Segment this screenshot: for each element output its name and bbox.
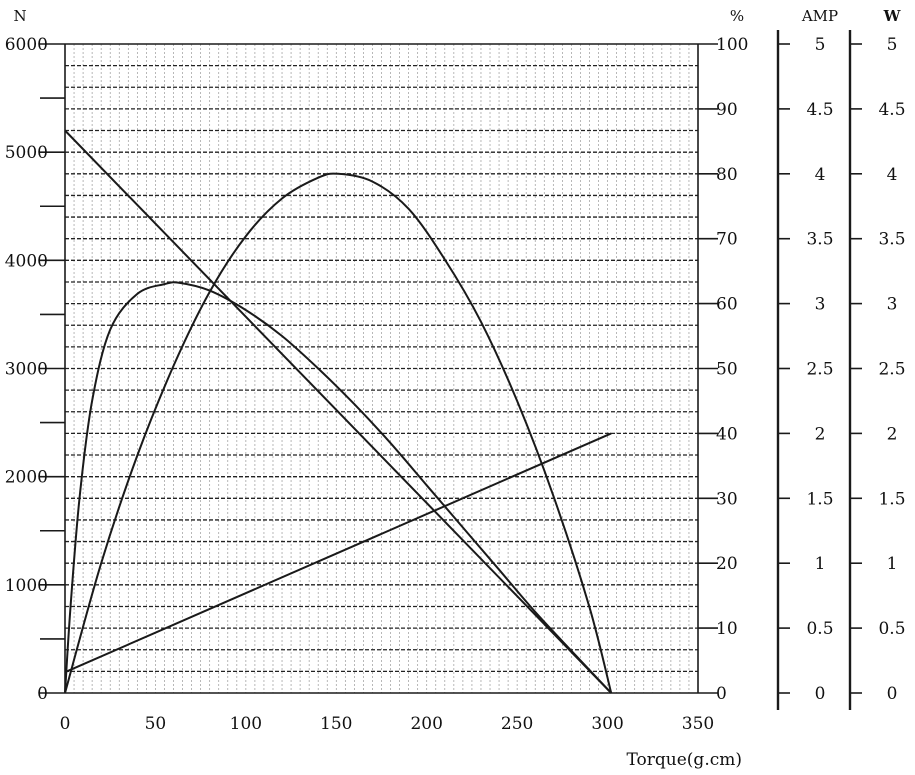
grid <box>65 44 698 693</box>
current-tick-label: 0.5 <box>806 619 833 639</box>
power-tick-label: 3.5 <box>878 230 905 250</box>
efficiency-tick-label: 80 <box>716 165 738 185</box>
efficiency-tick-label: 50 <box>716 360 738 380</box>
power-curve <box>64 172 613 694</box>
current-tick-label: 3.5 <box>806 230 833 250</box>
efficiency-tick-label: 10 <box>716 619 738 639</box>
x-tick-label: 50 <box>145 714 167 734</box>
speed-tick-label: 5000 <box>5 143 48 163</box>
current-tick-label: 2 <box>815 424 826 444</box>
x-tick-label: 100 <box>230 714 262 734</box>
power-tick-label: 0 <box>887 684 898 704</box>
x-tick-label: 0 <box>60 714 71 734</box>
x-tick-label: 350 <box>682 714 714 734</box>
x-tick-label: 300 <box>591 714 623 734</box>
efficiency-tick-label: 20 <box>716 554 738 574</box>
efficiency-curve <box>64 281 612 694</box>
x-axis-label: Torque(g.cm) <box>627 750 742 770</box>
current-tick-label: 5 <box>815 35 826 55</box>
power-tick-label: 3 <box>887 295 898 315</box>
current-tick-label: 1.5 <box>806 489 833 509</box>
current-line <box>64 432 612 674</box>
efficiency-tick-label: 30 <box>716 489 738 509</box>
speed-tick-label: 3000 <box>5 360 48 380</box>
efficiency-unit-label: % <box>730 7 744 25</box>
speed-unit-label: N <box>13 7 26 25</box>
power-tick-label: 0.5 <box>878 619 905 639</box>
x-tick-label: 200 <box>410 714 442 734</box>
current-tick-label: 4.5 <box>806 100 833 120</box>
power-tick-label: 4.5 <box>878 100 905 120</box>
speed-tick-label: 2000 <box>5 468 48 488</box>
current-unit-label: AMP <box>801 7 838 25</box>
power-tick-label: 1 <box>887 554 898 574</box>
axes <box>40 30 862 710</box>
power-tick-label: 5 <box>887 35 898 55</box>
efficiency-tick-label: 90 <box>716 100 738 120</box>
power-tick-label: 4 <box>887 165 898 185</box>
current-tick-label: 0 <box>815 684 826 704</box>
speed-tick-label: 1000 <box>5 576 48 596</box>
efficiency-tick-label: 70 <box>716 230 738 250</box>
efficiency-tick-label: 60 <box>716 295 738 315</box>
speed-tick-label: 0 <box>37 684 48 704</box>
x-tick-label: 250 <box>501 714 533 734</box>
current-tick-label: 4 <box>815 165 826 185</box>
current-tick-label: 2.5 <box>806 360 833 380</box>
efficiency-tick-label: 40 <box>716 424 738 444</box>
efficiency-tick-label: 0 <box>716 684 727 704</box>
tick-labels: 0 50 100 150 200 250 300 3500100020003000400050… <box>5 7 906 734</box>
power-tick-label: 2 <box>887 424 898 444</box>
speed-tick-label: 6000 <box>5 35 48 55</box>
efficiency-tick-label: 100 <box>716 35 748 55</box>
power-tick-label: 2.5 <box>878 360 905 380</box>
power-tick-label: 1.5 <box>878 489 905 509</box>
power-unit-label: W <box>883 7 902 25</box>
speed-line <box>64 129 612 694</box>
x-tick-label: 150 <box>320 714 352 734</box>
current-tick-label: 1 <box>815 554 826 574</box>
speed-tick-label: 4000 <box>5 251 48 271</box>
current-tick-label: 3 <box>815 295 826 315</box>
series-lines <box>64 129 613 694</box>
